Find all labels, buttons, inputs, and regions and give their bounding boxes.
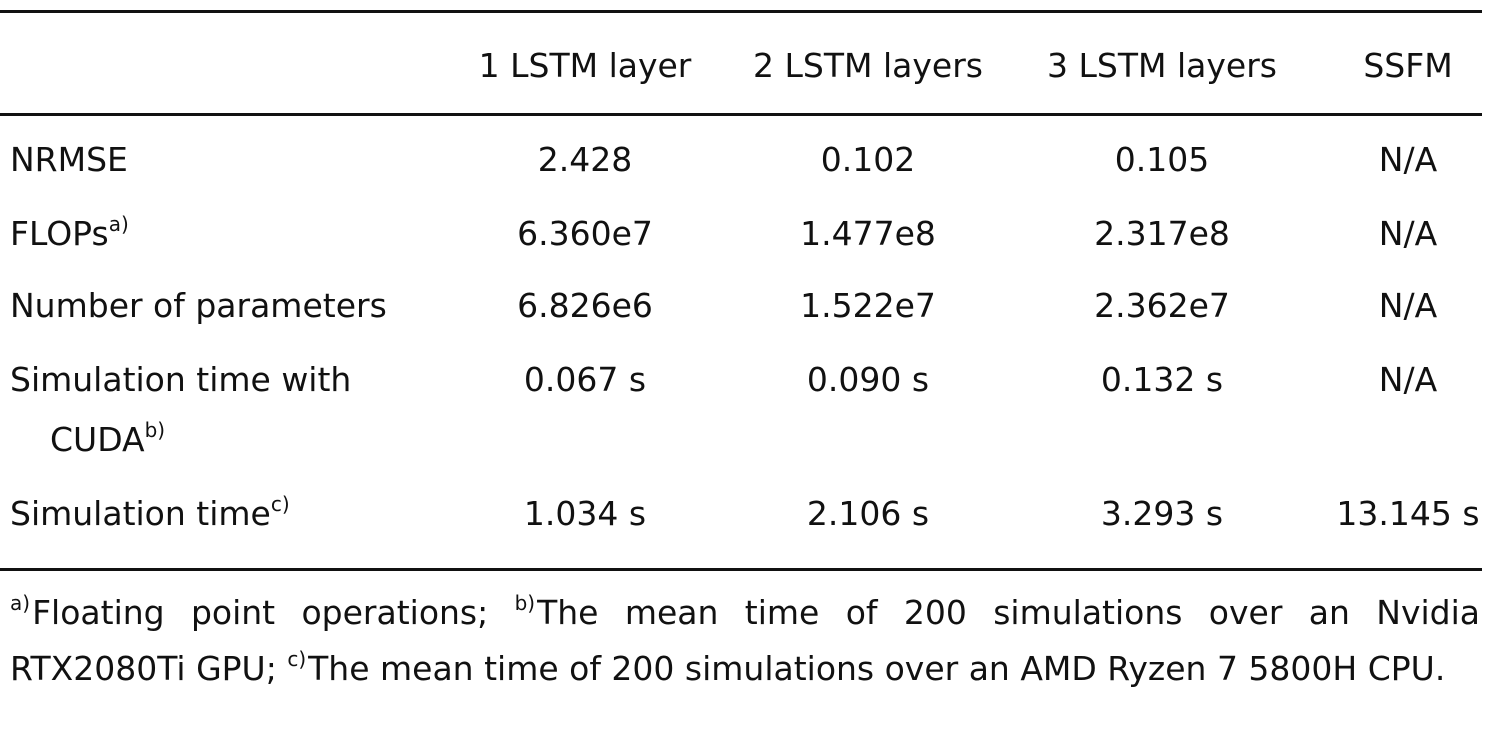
cell: 2.317e8 [1094,214,1230,253]
footnote-mark: a) [10,591,31,615]
cell: 13.145 s [1336,494,1480,533]
column-header: 2 LSTM layers [753,46,983,85]
footnote-mark: b) [144,418,166,442]
cell: N/A [1378,214,1438,253]
row-label: Number of parameters [10,286,387,326]
cell: N/A [1378,140,1438,179]
column-header: SSFM [1363,46,1453,85]
cell: 3.293 s [1100,494,1224,533]
cell: 0.067 s [523,360,647,399]
cell: 2.362e7 [1094,286,1230,325]
row-label: NRMSE [10,140,128,180]
mid-rule [0,113,1482,116]
column-header: 3 LSTM layers [1047,46,1277,85]
row-label-text: NRMSE [10,140,128,179]
cell: 0.132 s [1100,360,1224,399]
cell: 0.102 [820,140,916,179]
bottom-rule [0,568,1482,571]
footnote-text: Floating point operations; [32,593,489,632]
cell: 6.826e6 [517,286,653,325]
cell: 6.360e7 [517,214,653,253]
cell: 0.105 [1114,140,1210,179]
footnote-mark: c) [287,647,307,671]
cell: 1.034 s [523,494,647,533]
cell: 1.477e8 [800,214,936,253]
row-label-text: Number of parameters [10,286,387,325]
row-label-text: Simulation time [10,494,271,533]
column-header: 1 LSTM layer [478,46,692,85]
cell: 0.090 s [806,360,930,399]
footnote-text: The mean time of 200 simulations over an… [10,593,1480,688]
top-rule [0,10,1482,13]
cell: N/A [1378,360,1438,399]
cell: 2.428 [537,140,633,179]
cell: 1.522e7 [800,286,936,325]
footnotes: a)Floating point operations; b) The mean … [10,585,1480,697]
footnote-mark: a) [108,212,129,236]
cell: N/A [1378,286,1438,325]
row-label-text: Simulation time with CUDA [10,360,352,459]
footnote-mark: b) [514,591,536,615]
cell: 2.106 s [806,494,930,533]
footnote-text: The mean time of 200 simulations over an… [308,649,1446,688]
row-label-text: FLOPs [10,214,109,253]
row-label: FLOPsa) [10,214,129,254]
row-label: Simulation timec) [10,494,290,534]
row-label: Simulation time with CUDAb) [10,350,430,470]
footnote-mark: c) [270,492,290,516]
